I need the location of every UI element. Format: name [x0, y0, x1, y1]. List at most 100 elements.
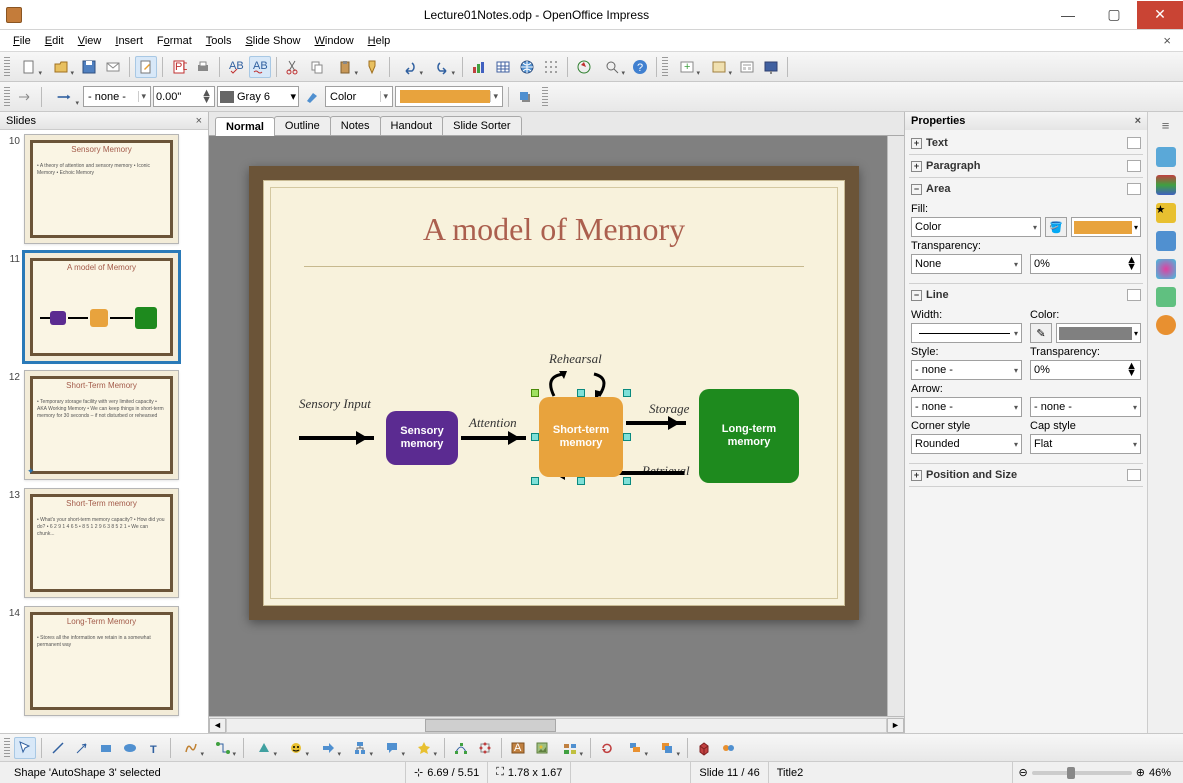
- slide-design-button[interactable]: [704, 56, 734, 78]
- box-short-term-memory[interactable]: Short-termmemory: [539, 397, 623, 477]
- area-fill-color-button[interactable]: ▾: [1071, 217, 1141, 237]
- properties-close[interactable]: ×: [1135, 115, 1141, 127]
- block-arrows-tool[interactable]: [313, 737, 343, 759]
- open-button[interactable]: [46, 56, 76, 78]
- menu-window[interactable]: Window: [308, 33, 361, 49]
- cut-button[interactable]: [282, 56, 304, 78]
- gallery-tool[interactable]: [555, 737, 585, 759]
- slide-thumb-10[interactable]: 10 Sensory Memory• A theory of attention…: [2, 134, 206, 244]
- hyperlink-button[interactable]: [516, 56, 538, 78]
- email-button[interactable]: [102, 56, 124, 78]
- format-paintbrush-button[interactable]: [362, 56, 384, 78]
- slide-thumb-13[interactable]: 13 Short-Term memory• What's your short-…: [2, 488, 206, 598]
- area-dialog-button[interactable]: [301, 86, 323, 108]
- copy-button[interactable]: [306, 56, 328, 78]
- tab-handout[interactable]: Handout: [380, 116, 444, 135]
- export-pdf-button[interactable]: PDF: [168, 56, 190, 78]
- fill-type-combo[interactable]: Color▾: [325, 86, 393, 107]
- sidebar-master-icon[interactable]: [1156, 175, 1176, 195]
- close-document-button[interactable]: ×: [1157, 33, 1177, 48]
- shadow-button[interactable]: [514, 86, 536, 108]
- zoom-control[interactable]: ⊖⊕ 46%: [1013, 766, 1177, 779]
- help-button[interactable]: ?: [629, 56, 651, 78]
- extrusion-tool[interactable]: [693, 737, 715, 759]
- fill-color-combo[interactable]: ▾: [395, 86, 503, 107]
- sidebar-animation-icon[interactable]: ★: [1156, 203, 1176, 223]
- slide-show-button[interactable]: [760, 56, 782, 78]
- curve-tool[interactable]: [176, 737, 206, 759]
- slides-list[interactable]: 10 Sensory Memory• A theory of attention…: [0, 130, 208, 733]
- chart-button[interactable]: [468, 56, 490, 78]
- menu-edit[interactable]: Edit: [38, 33, 71, 49]
- basic-shapes-tool[interactable]: [249, 737, 279, 759]
- paste-button[interactable]: [330, 56, 360, 78]
- area-fill-type-combo[interactable]: Color▾: [911, 217, 1041, 237]
- line-transp-spin[interactable]: 0%▲▼: [1030, 360, 1141, 380]
- slide-thumb-14[interactable]: 14 Long-Term Memory• Stores all the info…: [2, 606, 206, 716]
- slides-panel-close[interactable]: ×: [196, 115, 202, 127]
- line-endings-button[interactable]: [47, 86, 81, 108]
- stars-tool[interactable]: [409, 737, 439, 759]
- ellipse-tool[interactable]: [119, 737, 141, 759]
- tab-slidesorter[interactable]: Slide Sorter: [442, 116, 521, 135]
- line-style-combo[interactable]: - none -▾: [83, 86, 151, 107]
- slide-insert-button[interactable]: +: [672, 56, 702, 78]
- minimize-button[interactable]: —: [1045, 1, 1091, 29]
- section-text[interactable]: +Text: [909, 135, 1143, 151]
- text-tool[interactable]: T: [143, 737, 165, 759]
- sidebar-properties-icon[interactable]: [1156, 147, 1176, 167]
- slide-title[interactable]: A model of Memory: [264, 211, 844, 248]
- menu-view[interactable]: View: [71, 33, 109, 49]
- horizontal-scrollbar[interactable]: ◄►: [209, 716, 904, 733]
- menu-tools[interactable]: Tools: [199, 33, 239, 49]
- sidebar-gallery-icon[interactable]: [1156, 287, 1176, 307]
- cap-style-combo[interactable]: Flat▾: [1030, 434, 1141, 454]
- area-transp-type-combo[interactable]: None▾: [911, 254, 1022, 274]
- menu-insert[interactable]: Insert: [108, 33, 150, 49]
- select-tool[interactable]: [14, 737, 36, 759]
- fill-bucket-icon[interactable]: 🪣: [1045, 217, 1067, 237]
- alignment-tool[interactable]: [620, 737, 650, 759]
- slide-thumb-12[interactable]: 12 Short-Term Memory• Temporary storage …: [2, 370, 206, 480]
- sidebar-menu-icon[interactable]: ≡: [1162, 118, 1170, 133]
- corner-style-combo[interactable]: Rounded▾: [911, 434, 1022, 454]
- sidebar-styles-icon[interactable]: [1156, 259, 1176, 279]
- slide-layout-button[interactable]: [736, 56, 758, 78]
- arrow-line-tool[interactable]: [71, 737, 93, 759]
- line-width-spinner[interactable]: 0.00"▲▼: [153, 86, 215, 107]
- section-line[interactable]: −Line: [909, 287, 1143, 303]
- navigator-button[interactable]: [573, 56, 595, 78]
- spellcheck-button[interactable]: ABC: [225, 56, 247, 78]
- slide-canvas[interactable]: A model of Memory Sensory Input Attentio…: [209, 136, 887, 716]
- arrow-style-button[interactable]: [14, 86, 36, 108]
- tab-outline[interactable]: Outline: [274, 116, 331, 135]
- connector-tool[interactable]: [208, 737, 238, 759]
- arrange-tool[interactable]: [652, 737, 682, 759]
- rectangle-tool[interactable]: [95, 737, 117, 759]
- tab-normal[interactable]: Normal: [215, 117, 275, 136]
- close-button[interactable]: ✕: [1137, 1, 1183, 29]
- box-sensory-memory[interactable]: Sensorymemory: [386, 411, 458, 465]
- fontwork-tool[interactable]: A: [507, 737, 529, 759]
- sidebar-transition-icon[interactable]: [1156, 231, 1176, 251]
- menu-slideshow[interactable]: Slide Show: [238, 33, 307, 49]
- points-tool[interactable]: [450, 737, 472, 759]
- menu-file[interactable]: File: [6, 33, 38, 49]
- rotate-tool[interactable]: [596, 737, 618, 759]
- callouts-tool[interactable]: [377, 737, 407, 759]
- symbol-shapes-tool[interactable]: [281, 737, 311, 759]
- zoom-button[interactable]: [597, 56, 627, 78]
- line-color-combo[interactable]: Gray 6▾: [217, 86, 299, 107]
- menu-format[interactable]: Format: [150, 33, 199, 49]
- tab-notes[interactable]: Notes: [330, 116, 381, 135]
- section-area[interactable]: −Area: [909, 181, 1143, 197]
- auto-spellcheck-button[interactable]: ABC: [249, 56, 271, 78]
- flowchart-tool[interactable]: [345, 737, 375, 759]
- vertical-scrollbar[interactable]: [887, 136, 904, 716]
- slide-thumb-11[interactable]: 11 A model of Memory: [2, 252, 206, 362]
- display-grid-button[interactable]: [540, 56, 562, 78]
- sidebar-navigator-icon[interactable]: [1156, 315, 1176, 335]
- maximize-button[interactable]: ▢: [1091, 1, 1137, 29]
- section-paragraph[interactable]: +Paragraph: [909, 158, 1143, 174]
- line-color-button[interactable]: ▾: [1056, 323, 1141, 343]
